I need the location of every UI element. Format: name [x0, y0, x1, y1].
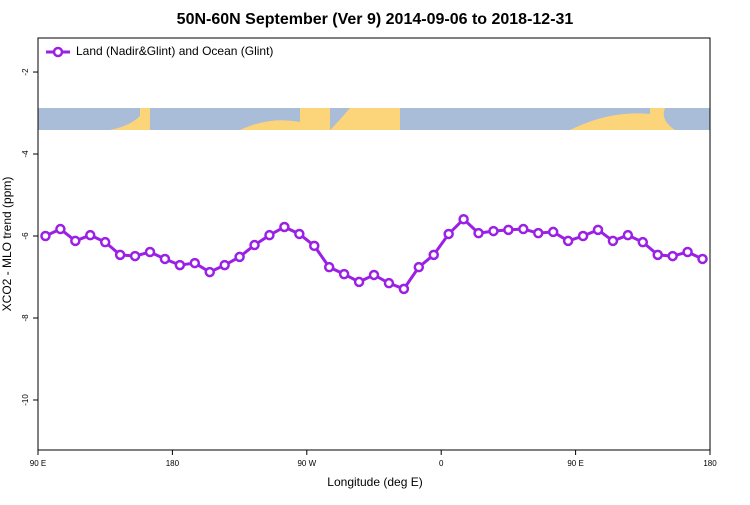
point: [473, 227, 484, 239]
x-tick-label: 90 W: [297, 459, 316, 468]
point: [622, 229, 634, 241]
point: [264, 229, 275, 241]
point: [368, 269, 380, 281]
legend-marker: [52, 46, 64, 58]
point: [99, 236, 111, 248]
point: [204, 266, 215, 278]
point: [55, 223, 66, 235]
point: [353, 276, 365, 288]
point: [562, 235, 574, 247]
point: [697, 253, 708, 265]
point: [503, 224, 514, 236]
point: [458, 213, 469, 225]
point: [144, 246, 156, 258]
chart-title: 50N-60N September (Ver 9) 2014-09-06 to …: [177, 11, 574, 28]
point: [383, 277, 395, 289]
y-tick-label: -6: [21, 232, 30, 240]
point: [577, 230, 589, 242]
point: [533, 227, 544, 239]
x-tick-label: 90 E: [567, 459, 583, 468]
point: [652, 249, 663, 261]
point: [428, 249, 439, 261]
point: [279, 221, 290, 233]
point: [114, 249, 126, 261]
point: [294, 228, 305, 240]
legend-label: Land (Nadir&Glint) and Ocean (Glint): [76, 44, 273, 58]
point: [129, 250, 141, 262]
point: [682, 246, 693, 258]
point: [249, 239, 260, 251]
point: [413, 261, 425, 273]
point: [189, 257, 201, 269]
point: [338, 268, 350, 280]
point: [443, 228, 454, 240]
y-tick-label: -8: [21, 314, 30, 322]
y-tick-label: -2: [21, 68, 30, 76]
point: [488, 225, 499, 237]
point: [667, 250, 678, 262]
y-tick-label: -4: [21, 150, 30, 158]
point: [398, 283, 410, 295]
x-tick-label: 180: [703, 459, 717, 468]
point: [40, 230, 51, 242]
plot-frame: [37, 37, 711, 451]
point: [637, 236, 649, 248]
point: [159, 253, 171, 265]
map-strip: [38, 108, 710, 130]
y-axis-label: XCO2 - MLO trend (ppm): [0, 177, 14, 312]
point: [219, 259, 230, 271]
point: [309, 240, 320, 252]
point: [174, 259, 186, 271]
x-axis-label: Longitude (deg E): [327, 475, 422, 489]
point: [85, 229, 96, 241]
point: [70, 235, 81, 247]
x-tick-label: 90 E: [30, 459, 46, 468]
point: [592, 224, 604, 236]
point: [323, 261, 335, 273]
x-tick-label: 0: [439, 459, 444, 468]
y-tick-label: -10: [21, 394, 30, 406]
point: [518, 223, 529, 235]
point: [234, 251, 245, 263]
x-tick-label: 180: [166, 459, 180, 468]
point: [607, 235, 619, 247]
point: [547, 226, 559, 238]
